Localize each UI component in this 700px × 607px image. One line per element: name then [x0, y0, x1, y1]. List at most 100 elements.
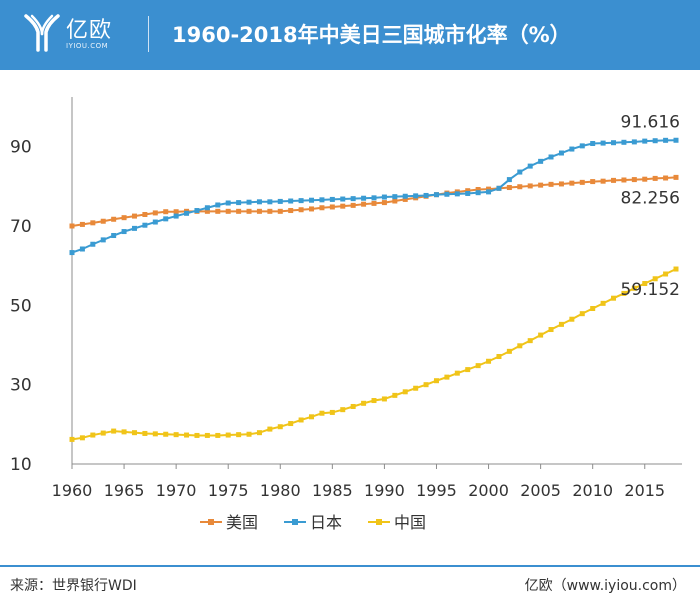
data-point: [340, 407, 346, 413]
data-point: [225, 200, 231, 206]
x-tick-label: 2005: [520, 481, 561, 500]
data-point: [319, 410, 325, 416]
data-point: [173, 213, 179, 219]
data-point: [69, 436, 75, 442]
data-point: [361, 195, 367, 201]
data-point: [225, 432, 231, 438]
data-point: [152, 219, 158, 225]
site-credit: 亿欧（www.iyiou.com）: [524, 578, 686, 594]
legend-item-中国: 中国: [368, 513, 426, 532]
brand-logo: 亿欧 IYIOU.COM: [22, 10, 152, 60]
data-point: [298, 417, 304, 423]
data-point: [423, 192, 429, 198]
data-point: [121, 429, 127, 435]
data-point: [506, 348, 512, 354]
data-point: [506, 185, 512, 191]
data-point: [236, 432, 242, 438]
legend-label: 美国: [226, 513, 258, 532]
end-value-label: 59.152: [621, 280, 680, 300]
data-point: [131, 225, 137, 231]
data-point: [590, 179, 596, 185]
data-point: [590, 140, 596, 146]
brand-logo-icon: [24, 14, 60, 52]
data-point: [329, 204, 335, 210]
data-point: [558, 321, 564, 327]
data-point: [538, 158, 544, 164]
data-point: [350, 403, 356, 409]
data-point: [267, 199, 273, 205]
data-point: [246, 199, 252, 205]
brand-name: 亿欧: [66, 18, 113, 43]
data-point: [486, 189, 492, 195]
chart-series: 82.256 91.616 59.152: [69, 112, 680, 442]
y-tick-label: 30: [10, 376, 32, 396]
chart-axes: 10 30 50 70 90 1960 1965 1970 1975 1980 1985 1990 19…: [10, 97, 682, 500]
data-point: [121, 229, 127, 235]
data-point: [256, 430, 262, 436]
data-point: [548, 154, 554, 160]
data-point: [288, 421, 294, 427]
data-point: [173, 432, 179, 438]
data-point: [663, 271, 669, 277]
chart-legend: 美国 日本 中国: [200, 513, 426, 532]
data-point: [267, 426, 273, 432]
data-point: [486, 186, 492, 192]
data-point: [340, 203, 346, 209]
data-point: [319, 197, 325, 203]
data-point: [652, 138, 658, 144]
data-point: [340, 196, 346, 202]
data-point: [527, 183, 533, 189]
data-point: [361, 201, 367, 207]
data-point: [288, 198, 294, 204]
y-tick-label: 50: [10, 296, 32, 316]
y-tick-label: 90: [10, 138, 32, 158]
data-point: [590, 306, 596, 312]
data-point: [204, 432, 210, 438]
legend-item-美国: 美国: [200, 513, 258, 532]
data-point: [309, 414, 315, 420]
data-point: [475, 187, 481, 193]
data-point: [652, 175, 658, 181]
urbanization-line-chart: 10 30 50 70 90 1960 1965 1970 1975 1980 1985 1990 19…: [10, 97, 682, 532]
data-point: [433, 192, 439, 198]
x-tick-label: 1985: [312, 481, 353, 500]
x-tick-label: 2010: [572, 481, 613, 500]
x-tick-label: 1975: [208, 481, 249, 500]
data-point: [392, 194, 398, 200]
data-point: [319, 205, 325, 211]
data-point: [465, 367, 471, 373]
header-bar: 亿欧 IYIOU.COM 1960-2018年中美日三国城市化率（%）: [0, 0, 700, 70]
data-point: [163, 209, 169, 215]
data-point: [184, 210, 190, 216]
data-point: [371, 398, 377, 404]
legend-label: 日本: [310, 513, 342, 532]
data-point: [527, 338, 533, 344]
data-point: [100, 218, 106, 224]
data-point: [329, 196, 335, 202]
data-point: [538, 332, 544, 338]
data-point: [621, 139, 627, 145]
data-point: [454, 370, 460, 376]
data-point: [381, 194, 387, 200]
data-point: [246, 431, 252, 437]
data-point: [298, 198, 304, 204]
data-point: [642, 281, 648, 287]
data-point: [569, 146, 575, 152]
data-point: [402, 389, 408, 395]
x-tick-label: 1990: [364, 481, 405, 500]
data-point: [350, 196, 356, 202]
legend-marker: [292, 519, 298, 525]
data-point: [413, 193, 419, 199]
data-point: [381, 200, 387, 206]
data-point: [215, 432, 221, 438]
x-tick-label: 1970: [156, 481, 197, 500]
data-point: [579, 143, 585, 149]
data-point: [267, 208, 273, 214]
data-point: [631, 139, 637, 145]
data-point: [517, 184, 523, 190]
series-日本: 91.616: [69, 112, 680, 256]
data-point: [90, 432, 96, 438]
data-point: [131, 213, 137, 219]
data-point: [621, 290, 627, 296]
x-tick-label: 1995: [416, 481, 457, 500]
